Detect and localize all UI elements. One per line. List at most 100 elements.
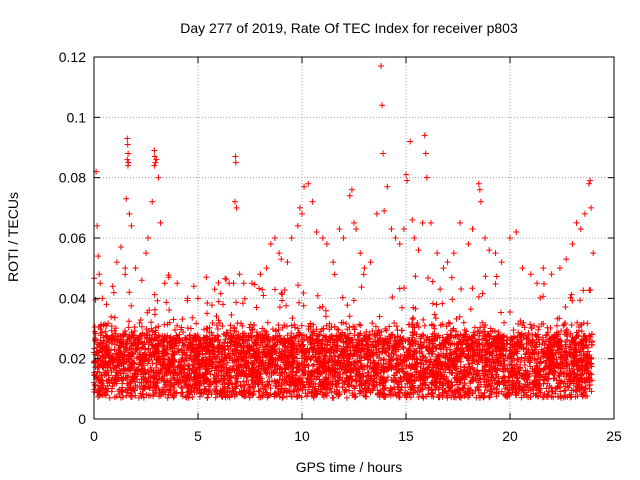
data-point <box>187 325 194 332</box>
data-point <box>337 332 344 339</box>
data-point <box>193 337 200 344</box>
data-point <box>507 337 514 344</box>
data-point <box>306 346 313 353</box>
data-point <box>309 332 316 339</box>
data-point <box>196 371 203 378</box>
data-point <box>369 350 376 357</box>
data-point <box>582 337 589 344</box>
data-point <box>564 336 571 343</box>
data-point <box>543 376 550 383</box>
data-point <box>103 343 110 350</box>
data-point <box>546 382 553 389</box>
data-point <box>412 273 419 280</box>
data-point <box>222 336 229 343</box>
data-point <box>505 368 512 375</box>
data-point <box>122 271 129 278</box>
data-point <box>515 390 522 397</box>
x-axis-label: GPS time / hours <box>296 459 403 475</box>
data-point <box>495 331 502 338</box>
data-point <box>394 327 401 334</box>
data-point <box>499 344 506 351</box>
data-point <box>567 394 574 401</box>
data-point <box>460 367 467 374</box>
data-point <box>167 360 174 367</box>
data-point <box>254 373 261 380</box>
data-point <box>142 370 149 377</box>
data-point <box>210 351 217 358</box>
data-point <box>179 316 186 323</box>
data-point <box>463 340 470 347</box>
data-point <box>202 356 209 363</box>
data-point <box>567 330 574 337</box>
data-point <box>547 336 554 343</box>
data-point <box>163 346 170 353</box>
data-point <box>563 326 570 333</box>
data-point <box>568 291 575 298</box>
data-point <box>245 381 252 388</box>
data-point <box>514 355 521 362</box>
data-point <box>164 356 171 363</box>
data-point <box>479 319 486 326</box>
data-point <box>95 349 102 356</box>
data-point <box>173 389 180 396</box>
data-point <box>295 338 302 345</box>
data-point <box>189 367 196 374</box>
data-point <box>109 359 116 366</box>
data-point <box>562 343 569 350</box>
data-point <box>475 392 482 399</box>
data-point <box>355 336 362 343</box>
data-point <box>585 355 592 362</box>
data-point <box>408 389 415 396</box>
data-point <box>149 328 156 335</box>
data-point <box>445 319 452 326</box>
data-point <box>550 394 557 401</box>
data-point <box>327 350 334 357</box>
data-point <box>348 378 355 385</box>
data-point <box>158 350 165 357</box>
data-point <box>535 323 542 330</box>
data-point <box>572 335 579 342</box>
data-point <box>465 361 472 368</box>
data-point <box>394 344 401 351</box>
data-point <box>340 362 347 369</box>
data-point <box>128 302 135 309</box>
data-point <box>482 322 489 329</box>
data-point <box>485 331 492 338</box>
data-point <box>451 365 458 372</box>
data-point <box>315 363 322 370</box>
data-point <box>155 323 162 330</box>
data-point <box>269 337 276 344</box>
data-point <box>222 354 229 361</box>
data-point <box>351 394 358 401</box>
data-point <box>571 376 578 383</box>
data-point <box>301 354 308 361</box>
data-point <box>159 373 166 380</box>
data-point <box>413 368 420 375</box>
data-point <box>482 351 489 358</box>
data-point <box>299 366 306 373</box>
data-point <box>279 369 286 376</box>
data-point <box>139 357 146 364</box>
data-point <box>177 377 184 384</box>
data-point <box>292 324 299 331</box>
data-point <box>145 383 152 390</box>
data-point <box>473 370 480 377</box>
data-point <box>213 345 220 352</box>
data-point <box>201 379 208 386</box>
data-point <box>203 369 210 376</box>
data-point <box>420 394 427 401</box>
data-point <box>432 315 439 322</box>
data-point <box>555 393 562 400</box>
data-point <box>209 363 216 370</box>
data-point <box>321 355 328 362</box>
data-point <box>220 330 227 337</box>
data-point <box>561 387 568 394</box>
data-point <box>106 394 113 401</box>
data-point <box>418 333 425 340</box>
data-point <box>231 366 238 373</box>
data-point <box>557 362 564 369</box>
data-point <box>216 355 223 362</box>
data-point <box>359 364 366 371</box>
data-point <box>313 388 320 395</box>
data-point <box>272 333 279 340</box>
